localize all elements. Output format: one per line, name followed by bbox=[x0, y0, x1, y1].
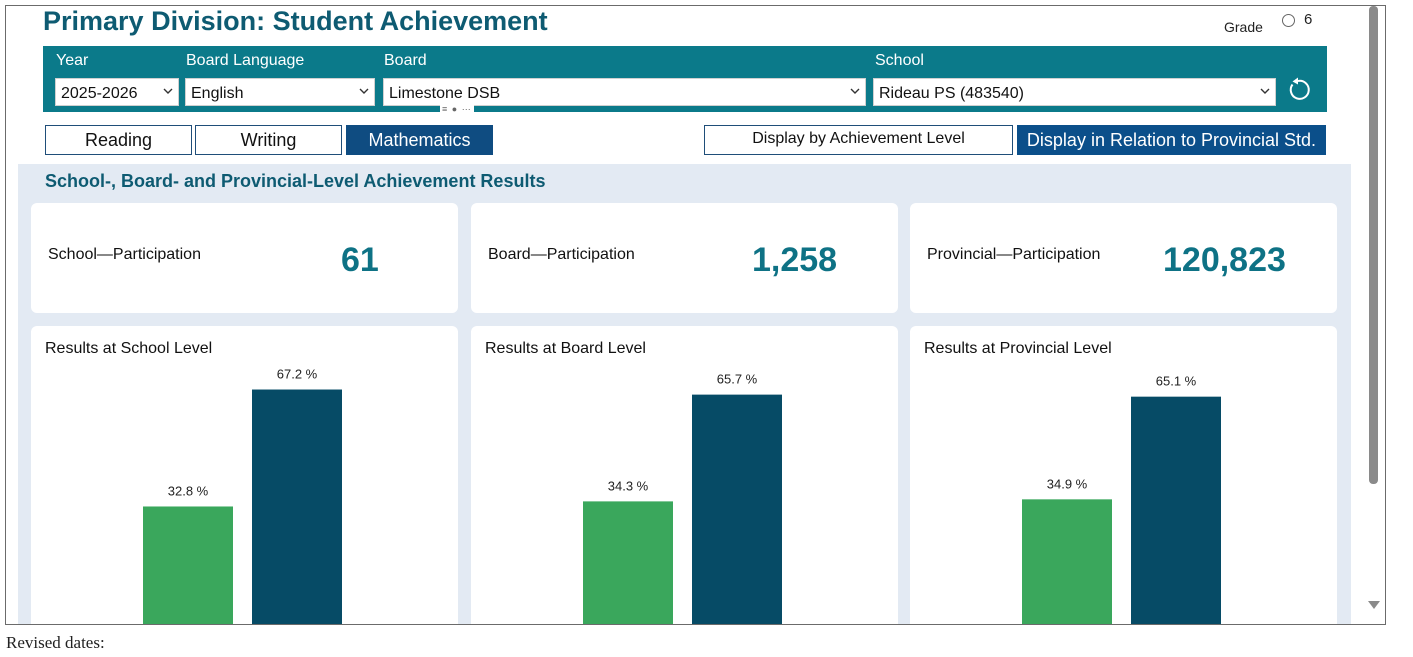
chart-title: Results at Provincial Level bbox=[924, 340, 1112, 357]
provincial-participation-card: Provincial—Participation 120,823 bbox=[910, 203, 1337, 313]
scrollbar-thumb[interactable] bbox=[1369, 6, 1378, 484]
year-label: Year bbox=[56, 52, 89, 69]
tab-mathematics[interactable]: Mathematics bbox=[346, 125, 493, 155]
chevron-down-icon bbox=[359, 88, 369, 94]
provincial-results-chart: Results at Provincial Level 34.9 % 65.1 % bbox=[910, 326, 1337, 624]
visual-header-toolbar[interactable]: ≡ ● ⋯ bbox=[440, 104, 474, 115]
card-value: 120,823 bbox=[1163, 241, 1286, 279]
reset-icon[interactable] bbox=[1284, 75, 1314, 105]
chart-data-label: 67.2 % bbox=[277, 367, 318, 382]
chart-data-label: 65.7 % bbox=[717, 372, 758, 387]
board-language-select[interactable]: English bbox=[185, 78, 375, 106]
board-participation-card: Board—Participation 1,258 bbox=[471, 203, 898, 313]
chart-data-label: 34.9 % bbox=[1047, 476, 1088, 491]
school-select-value: Rideau PS (483540) bbox=[879, 85, 1024, 102]
board-select[interactable]: Limestone DSB bbox=[383, 78, 866, 106]
school-results-plot: 32.8 % 67.2 % bbox=[143, 367, 342, 624]
chevron-down-icon bbox=[1260, 88, 1270, 94]
card-label: Provincial—Participation bbox=[927, 246, 1101, 263]
board-language-label: Board Language bbox=[186, 52, 305, 69]
chart-data-label: 65.1 % bbox=[1156, 374, 1197, 389]
board-label: Board bbox=[384, 52, 427, 69]
school-label: School bbox=[875, 52, 924, 69]
chart-bar bbox=[692, 394, 782, 624]
grade-radio-button[interactable] bbox=[1282, 14, 1295, 27]
chart-title: Results at School Level bbox=[45, 340, 213, 357]
board-results-chart: Results at Board Level 34.3 % 65.7 % bbox=[471, 326, 898, 624]
page-title: Primary Division: Student Achievement bbox=[43, 6, 548, 36]
card-label: Board—Participation bbox=[488, 246, 635, 263]
vertical-scrollbar[interactable] bbox=[1367, 6, 1380, 624]
chart-bar bbox=[1022, 499, 1112, 624]
board-select-value: Limestone DSB bbox=[389, 85, 501, 102]
card-label: School—Participation bbox=[48, 246, 201, 263]
chart-data-label: 34.3 % bbox=[608, 478, 649, 493]
results-panel: School-, Board- and Provincial-Level Ach… bbox=[18, 164, 1351, 624]
grade-value: 6 bbox=[1304, 11, 1313, 28]
year-select-value: 2025-2026 bbox=[61, 85, 138, 102]
chevron-down-icon bbox=[163, 88, 173, 94]
chart-bar bbox=[143, 506, 233, 624]
revised-dates-text: Revised dates: bbox=[6, 633, 105, 652]
provincial-results-plot: 34.9 % 65.1 % bbox=[1022, 374, 1221, 624]
grade-label: Grade bbox=[1224, 19, 1263, 35]
section-title: School-, Board- and Provincial-Level Ach… bbox=[45, 171, 546, 191]
card-value: 1,258 bbox=[752, 241, 838, 279]
chart-bar bbox=[583, 501, 673, 624]
school-participation-card: School—Participation 61 bbox=[31, 203, 458, 313]
chart-bar bbox=[1131, 396, 1221, 624]
year-select[interactable]: 2025-2026 bbox=[55, 78, 179, 106]
school-select[interactable]: Rideau PS (483540) bbox=[873, 78, 1276, 106]
filter-bar: Year Board Language Board School 2025-20… bbox=[43, 46, 1327, 112]
chart-data-label: 32.8 % bbox=[168, 483, 209, 498]
scroll-down-arrow-icon[interactable] bbox=[1368, 601, 1380, 609]
board-language-select-value: English bbox=[191, 85, 244, 102]
chart-bar bbox=[252, 389, 342, 624]
board-results-plot: 34.3 % 65.7 % bbox=[583, 372, 782, 624]
chart-title: Results at Board Level bbox=[485, 340, 646, 357]
tab-writing[interactable]: Writing bbox=[195, 125, 342, 155]
report-frame: Primary Division: Student Achievement Gr… bbox=[5, 5, 1386, 625]
tab-reading[interactable]: Reading bbox=[45, 125, 192, 155]
display-relation-provincial-button[interactable]: Display in Relation to Provincial Std. bbox=[1017, 125, 1326, 155]
chevron-down-icon bbox=[850, 88, 860, 94]
display-by-achievement-level-button[interactable]: Display by Achievement Level bbox=[704, 125, 1013, 155]
card-value: 61 bbox=[341, 241, 379, 279]
school-results-chart: Results at School Level 32.8 % 67.2 % bbox=[31, 326, 458, 624]
